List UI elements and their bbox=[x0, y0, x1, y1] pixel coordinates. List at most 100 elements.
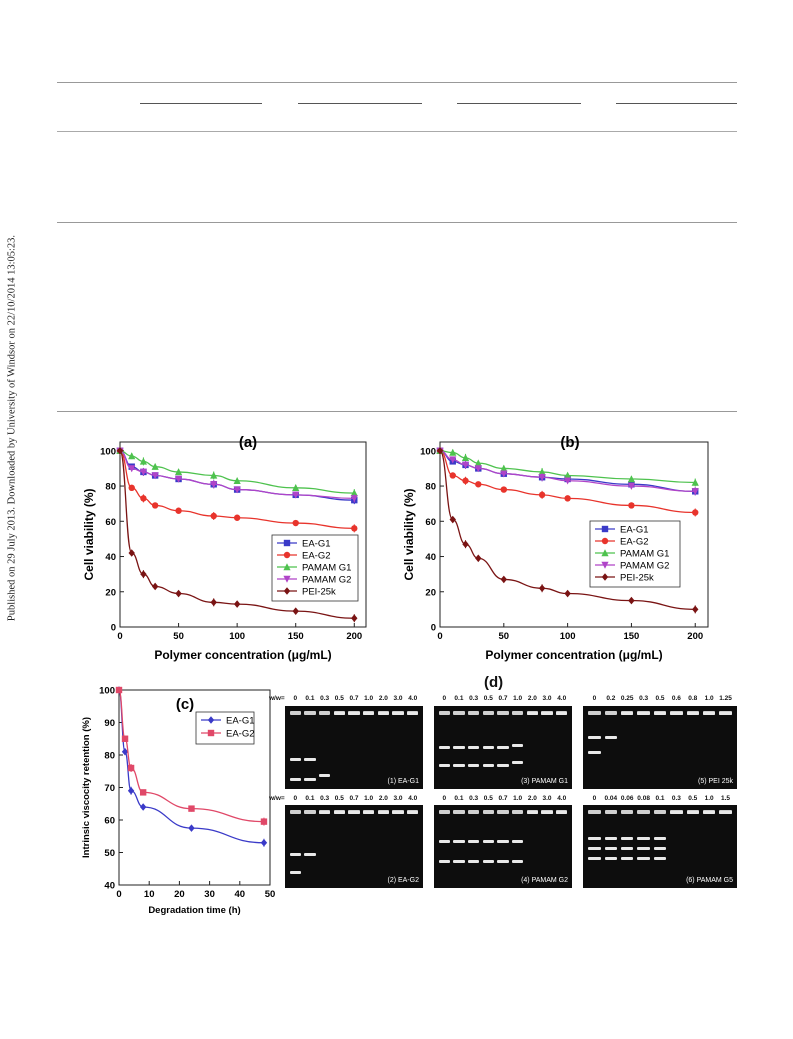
gel-well bbox=[482, 711, 494, 715]
lane-ratio-label: 1.5 bbox=[721, 795, 731, 802]
gel-band bbox=[289, 853, 301, 856]
gel-band bbox=[453, 764, 465, 767]
legend-marker bbox=[207, 729, 215, 737]
lane-ratio-label: 0.7 bbox=[349, 695, 359, 702]
gel-band bbox=[377, 712, 389, 715]
panel-label: (c) bbox=[176, 696, 194, 713]
lane-ratio-label: 4.0 bbox=[557, 795, 567, 802]
legend-label: EA-G2 bbox=[620, 537, 649, 548]
table-subheader-rule-4 bbox=[616, 103, 737, 104]
lane-ratio-label: 0.3 bbox=[671, 795, 681, 802]
x-tick-label: 0 bbox=[437, 631, 442, 642]
data-point bbox=[127, 786, 135, 795]
gel-band bbox=[526, 712, 538, 715]
gel-well bbox=[497, 810, 509, 814]
gel-well bbox=[468, 711, 480, 715]
gel-band bbox=[392, 811, 404, 814]
x-axis-label: Polymer concentration (μg/mL) bbox=[485, 648, 662, 662]
lane-ratio-label: 0.08 bbox=[637, 795, 650, 802]
gel-band bbox=[604, 857, 618, 860]
data-point bbox=[188, 824, 195, 832]
gel-caption: (1) EA-G1 bbox=[387, 778, 419, 785]
lane-ratio-label: 2.0 bbox=[527, 795, 537, 802]
legend-label: PEI-25k bbox=[620, 573, 654, 584]
data-point bbox=[292, 607, 299, 615]
data-point bbox=[174, 475, 183, 483]
gel-band bbox=[289, 758, 301, 761]
data-point bbox=[233, 486, 241, 494]
gel-well bbox=[653, 810, 667, 814]
gel-band bbox=[497, 840, 509, 843]
lane-ratio-label: 0 bbox=[592, 795, 597, 802]
y-tick-label: 60 bbox=[425, 517, 436, 528]
gel-band bbox=[686, 811, 699, 814]
gel-band bbox=[468, 746, 480, 749]
data-point bbox=[564, 495, 571, 502]
gel-band bbox=[621, 712, 634, 715]
data-point bbox=[175, 589, 182, 598]
data-point bbox=[500, 464, 508, 472]
x-axis-label: Degradation time (h) bbox=[148, 905, 240, 916]
legend-marker bbox=[283, 587, 291, 595]
lane-ratio-label: 0.5 bbox=[655, 695, 665, 702]
legend-label: EA-G2 bbox=[302, 551, 331, 562]
lane-ratio-label: 0.04 bbox=[604, 795, 618, 802]
data-point bbox=[128, 549, 135, 557]
lane-ratio-label: 2.0 bbox=[378, 795, 388, 802]
legend-marker bbox=[601, 549, 609, 557]
data-point bbox=[462, 540, 469, 548]
gel-image: (3) PAMAM G1 bbox=[434, 706, 572, 789]
lane-ratio-label: 1.0 bbox=[364, 795, 374, 802]
y-tick-label: 100 bbox=[99, 686, 115, 697]
data-point bbox=[351, 525, 358, 532]
data-point bbox=[233, 514, 241, 521]
gel-band bbox=[670, 712, 683, 715]
data-point bbox=[140, 570, 147, 578]
data-point bbox=[292, 519, 299, 527]
legend-marker bbox=[283, 563, 291, 571]
data-point bbox=[461, 454, 470, 462]
legend-label: PAMAM G1 bbox=[620, 549, 669, 560]
gel-well bbox=[604, 810, 618, 814]
lane-ratio-label: 3.0 bbox=[393, 695, 403, 702]
gel-well bbox=[637, 810, 650, 814]
y-tick-label: 80 bbox=[104, 751, 115, 762]
chart-b: 0 50 100 150 200 0 20 40 60 80 100 Polymer concentr… bbox=[402, 434, 709, 662]
gel-band bbox=[512, 744, 524, 747]
gel-band bbox=[637, 847, 650, 850]
data-point bbox=[210, 471, 218, 479]
gel-caption: (2) EA-G2 bbox=[387, 877, 419, 884]
legend-box bbox=[195, 711, 255, 745]
legend-label: EA-G1 bbox=[302, 539, 331, 550]
gel-band bbox=[512, 840, 524, 843]
lane-ratio-label: 3.0 bbox=[393, 795, 403, 802]
legend-marker bbox=[601, 573, 609, 581]
gel-well bbox=[482, 810, 494, 814]
legend-label: PEI-25k bbox=[302, 587, 336, 598]
table-top-rule bbox=[57, 82, 737, 83]
gel-caption: (5) PEI 25k bbox=[697, 778, 733, 785]
gel-band bbox=[438, 764, 450, 767]
gel-band bbox=[497, 860, 509, 863]
data-point bbox=[233, 600, 241, 608]
gel-well bbox=[588, 711, 601, 715]
gel-band bbox=[637, 857, 650, 860]
data-point bbox=[210, 598, 217, 607]
data-point bbox=[538, 584, 546, 593]
data-point bbox=[151, 582, 159, 591]
lane-ratio-label: 4.0 bbox=[408, 695, 418, 702]
table-subheader-rule-2 bbox=[298, 103, 422, 104]
data-point bbox=[128, 452, 136, 460]
gel-band bbox=[392, 712, 404, 715]
gel-band bbox=[468, 764, 480, 767]
data-point bbox=[175, 507, 182, 514]
lane-ratio-label: 0 bbox=[592, 695, 597, 702]
lane-ratio-label: 1.0 bbox=[513, 695, 523, 702]
data-point bbox=[350, 495, 358, 503]
gel-band bbox=[653, 857, 667, 860]
gel-caption: (3) PAMAM G1 bbox=[521, 778, 568, 785]
gel-band bbox=[541, 811, 553, 814]
gel-band bbox=[453, 746, 465, 749]
table-bottom-rule bbox=[57, 411, 737, 412]
x-tick-label: 50 bbox=[499, 631, 510, 642]
